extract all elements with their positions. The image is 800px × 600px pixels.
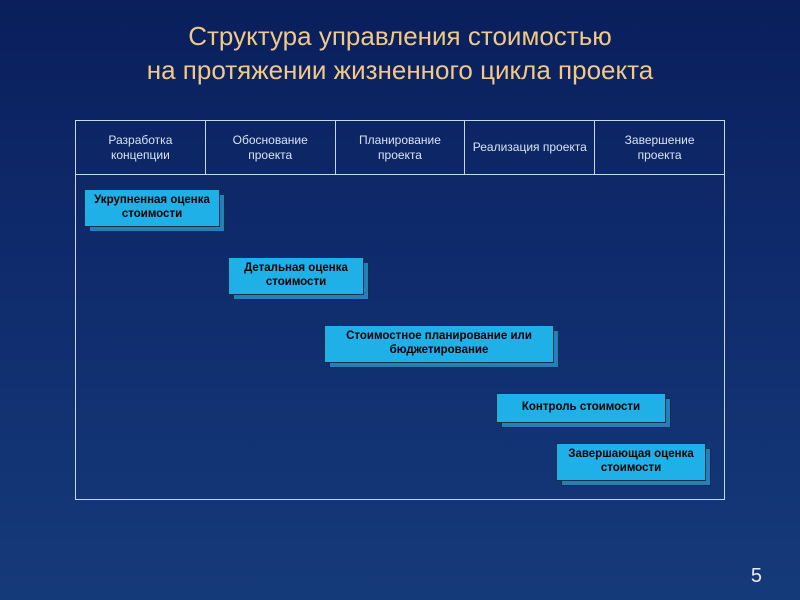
phase-header: Завершение проекта	[595, 121, 724, 174]
activity-box: Укрупненная оценка стоимости	[84, 189, 220, 227]
slide-title: Структура управления стоимостью на протя…	[0, 0, 800, 88]
activity-box: Стоимостное планирование или бюджетирова…	[324, 325, 554, 363]
title-line-2: на протяжении жизненного цикла проекта	[147, 55, 654, 85]
title-line-1: Структура управления стоимостью	[188, 21, 612, 51]
phase-header: Разработка концепции	[76, 121, 206, 174]
phase-header-row: Разработка концепции Обоснование проекта…	[76, 121, 724, 175]
lifecycle-diagram: Разработка концепции Обоснование проекта…	[75, 120, 725, 500]
activity-box-label: Укрупненная оценка стоимости	[84, 189, 220, 227]
activity-box: Завершающая оценка стоимости	[556, 443, 706, 481]
activity-box: Контроль стоимости	[496, 393, 666, 423]
activity-box-label: Контроль стоимости	[496, 393, 666, 423]
activity-box-label: Детальная оценка стоимости	[228, 257, 364, 295]
activity-box: Детальная оценка стоимости	[228, 257, 364, 295]
phase-header: Реализация проекта	[465, 121, 595, 174]
page-number: 5	[751, 565, 762, 588]
diagram-body: Укрупненная оценка стоимостиДетальная оц…	[76, 175, 724, 499]
phase-header: Планирование проекта	[336, 121, 466, 174]
activity-box-label: Стоимостное планирование или бюджетирова…	[324, 325, 554, 363]
activity-box-label: Завершающая оценка стоимости	[556, 443, 706, 481]
phase-header: Обоснование проекта	[206, 121, 336, 174]
